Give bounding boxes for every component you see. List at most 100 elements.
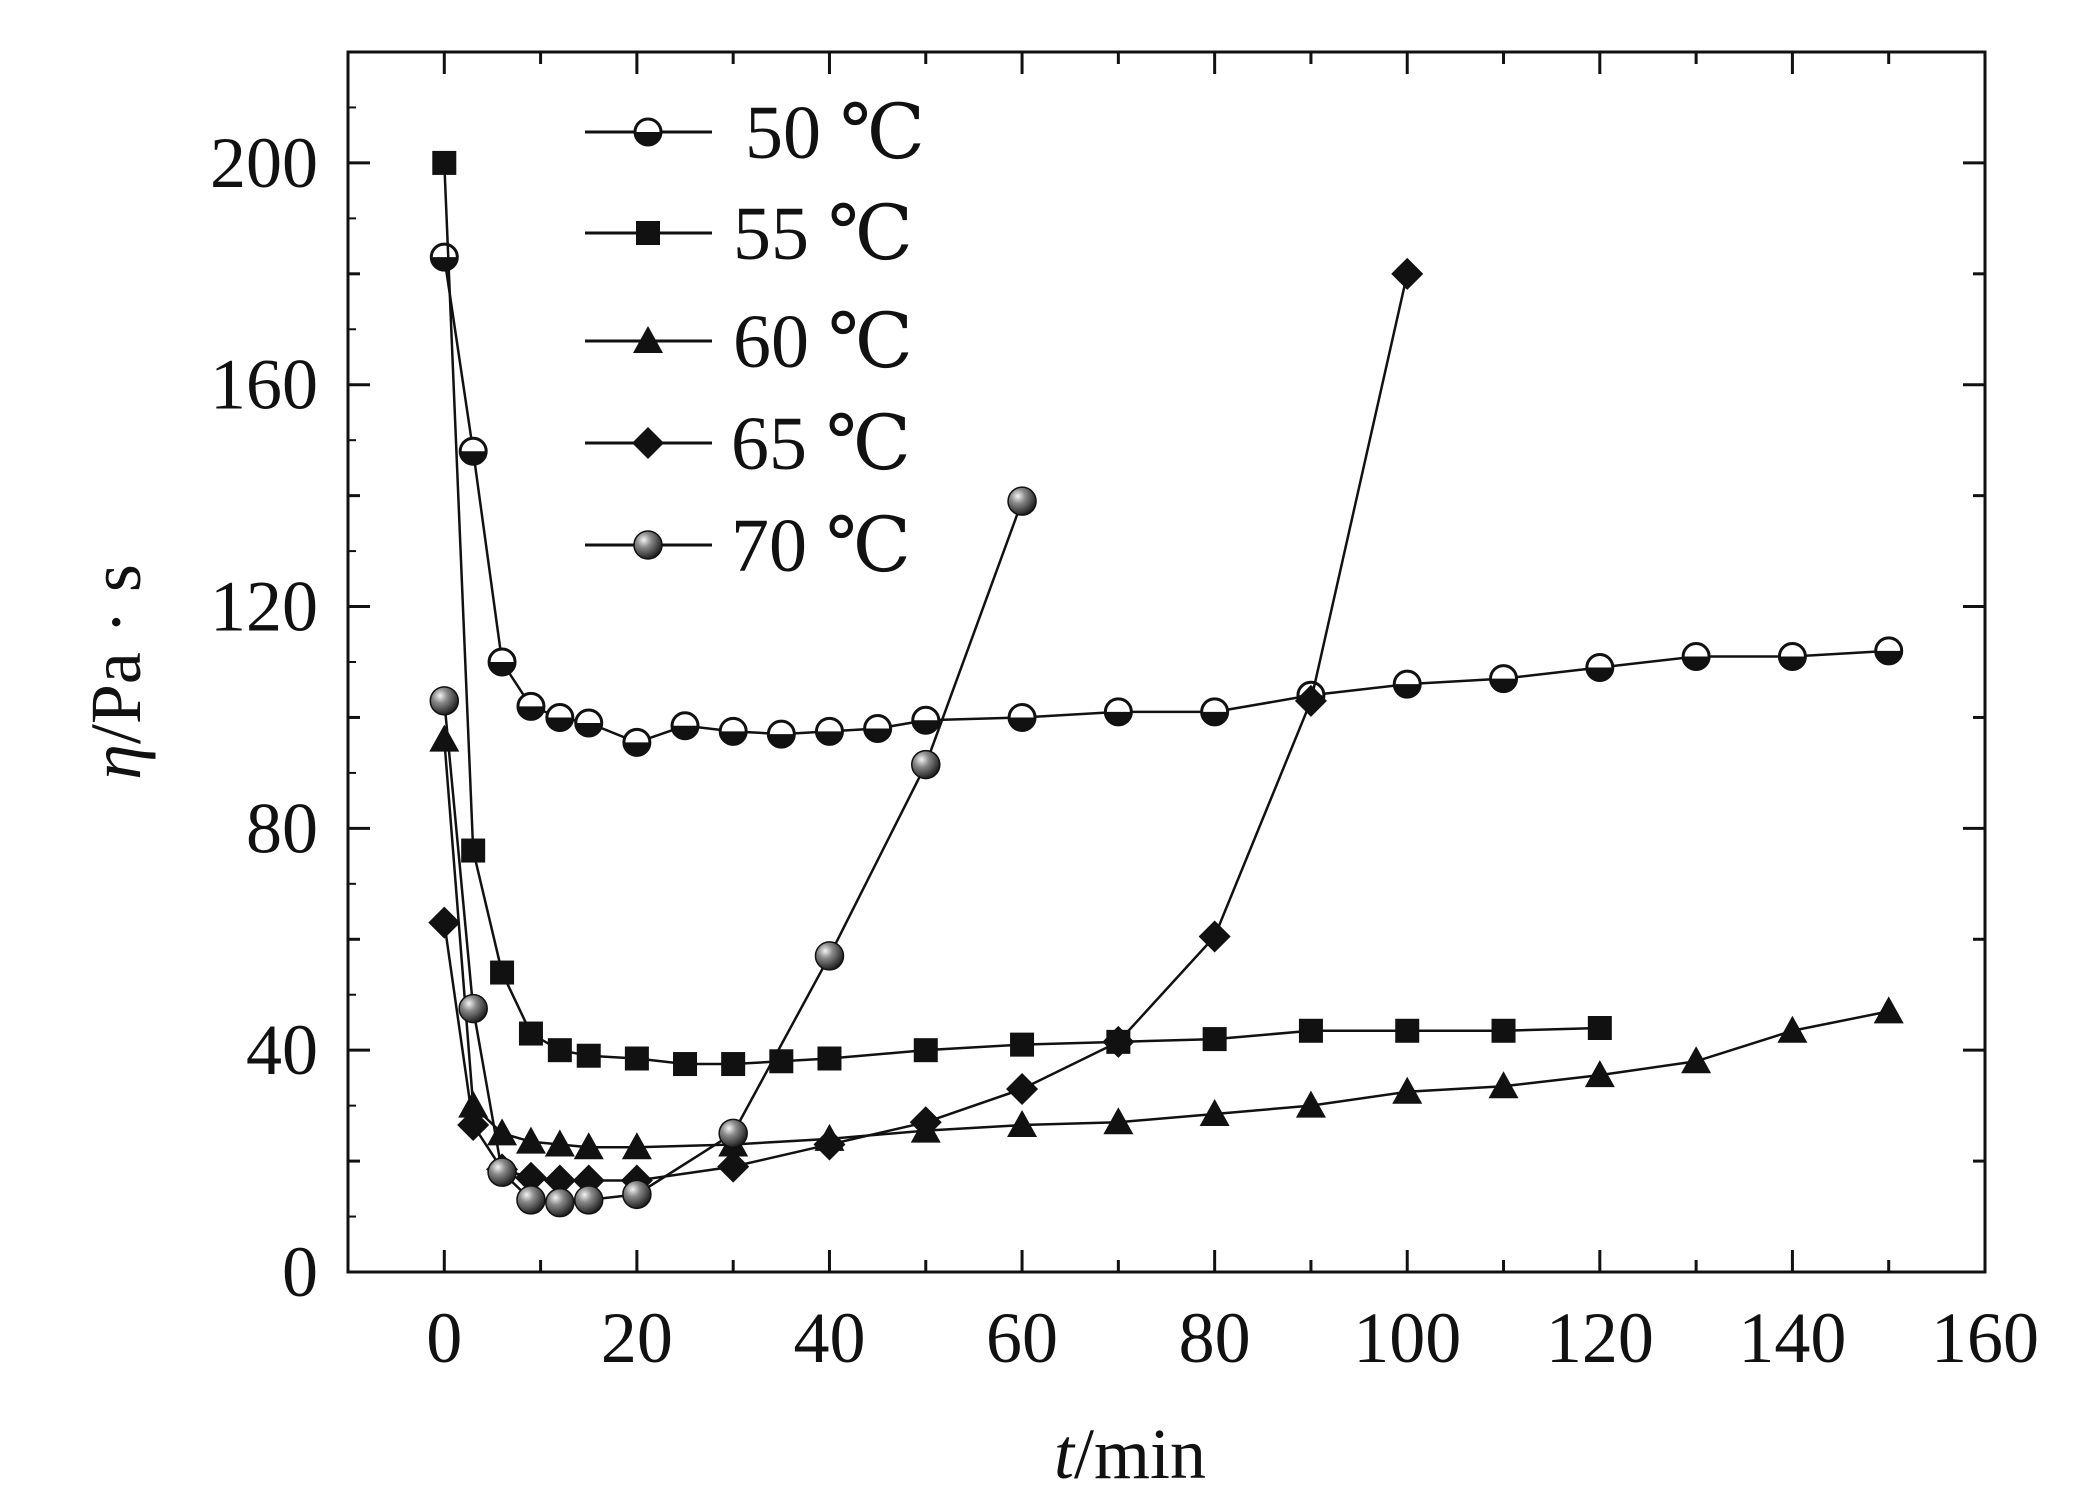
data-point — [515, 1126, 546, 1154]
legend-item: 65 ℃ — [585, 402, 911, 486]
legend-label: 50 ℃ — [745, 91, 925, 175]
data-point — [1584, 1060, 1615, 1088]
legend-marker — [636, 221, 660, 245]
x-tick-label: 140 — [1738, 1298, 1846, 1378]
data-point — [457, 1109, 490, 1142]
data-point — [516, 691, 546, 721]
data-point — [1392, 1076, 1423, 1104]
legend-marker — [633, 326, 663, 353]
x-axis-title: t/min — [1054, 1414, 1206, 1494]
series-line — [443, 739, 1889, 1149]
legend-marker — [633, 530, 663, 560]
data-point — [622, 1179, 652, 1210]
legend-label: 70 ℃ — [731, 504, 911, 588]
plot-frame — [346, 50, 1987, 1274]
x-tick-label: 40 — [793, 1298, 865, 1378]
data-point — [1488, 1071, 1519, 1099]
data-point — [1199, 1098, 1230, 1126]
legend-item: 55 ℃ — [585, 192, 913, 276]
data-point — [1198, 920, 1231, 953]
data-point — [817, 1046, 842, 1071]
data-point — [909, 1106, 942, 1139]
data-point — [673, 1052, 698, 1077]
data-point — [487, 1157, 517, 1187]
data-point — [574, 708, 604, 738]
data-point — [1491, 1018, 1516, 1043]
data-point — [911, 705, 941, 735]
x-tick-label: 160 — [1931, 1298, 2039, 1378]
data-point — [717, 1150, 750, 1183]
x-tick-label: 60 — [986, 1298, 1058, 1378]
series-line — [443, 162, 1600, 1066]
series-2 — [432, 150, 1612, 1077]
data-point — [1102, 1025, 1135, 1058]
data-point — [1681, 1046, 1712, 1074]
data-point — [814, 716, 844, 746]
data-point — [1873, 996, 1904, 1024]
data-point — [814, 941, 845, 971]
axis-tick-labels: 0 20 40 60 80 100 120 140 160 0 40 80 120 160 200 — [210, 123, 2039, 1378]
series-1 — [429, 242, 1904, 757]
data-point — [624, 1046, 649, 1071]
data-point — [573, 1185, 604, 1215]
data-point — [1007, 1110, 1038, 1138]
data-point — [429, 686, 460, 716]
y-tick-label: 80 — [246, 788, 318, 868]
data-point — [487, 647, 517, 677]
legend-item: 70 ℃ — [585, 504, 911, 588]
data-point — [1587, 1016, 1612, 1040]
data-point — [573, 1132, 604, 1160]
series-3 — [429, 724, 1904, 1160]
data-point — [576, 1043, 601, 1068]
series-line — [443, 500, 1024, 1204]
y-tick-label: 40 — [246, 1010, 318, 1090]
data-point — [621, 1132, 652, 1160]
legend-marker — [633, 117, 663, 147]
data-point — [543, 1164, 576, 1197]
data-point — [721, 1052, 746, 1077]
data-point — [1103, 1107, 1134, 1135]
data-point — [458, 436, 488, 466]
x-tick-label: 120 — [1546, 1298, 1654, 1378]
x-tick-label: 0 — [426, 1298, 462, 1378]
legend-marker — [632, 427, 664, 459]
x-tick-label: 20 — [601, 1298, 673, 1378]
legend: 50 ℃ 55 ℃ 60 ℃ 65 ℃ 70 ℃ — [585, 91, 925, 588]
data-point — [1010, 1032, 1035, 1057]
data-point — [1681, 641, 1711, 671]
y-tick-label: 0 — [282, 1232, 318, 1312]
data-point — [1391, 257, 1424, 290]
data-point — [1006, 1073, 1039, 1105]
data-point — [490, 960, 515, 985]
x-tick-label: 100 — [1353, 1298, 1461, 1378]
data-point — [518, 1021, 543, 1046]
data-point — [428, 906, 461, 939]
data-point — [1295, 1090, 1326, 1118]
data-point — [1874, 636, 1904, 666]
series-line — [443, 256, 1889, 744]
series-5 — [429, 486, 1037, 1218]
y-axis-title: η/Pa · s — [76, 564, 156, 780]
data-point — [863, 714, 893, 744]
data-point — [432, 150, 457, 175]
data-point — [516, 1185, 546, 1215]
data-point — [1585, 653, 1615, 683]
y-tick-label: 160 — [210, 345, 318, 425]
legend-label: 55 ℃ — [733, 192, 913, 276]
data-point — [766, 719, 796, 749]
axis-ticks — [348, 50, 1987, 1274]
data-point — [813, 1128, 846, 1161]
data-point — [1777, 1015, 1808, 1043]
legend-label: 60 ℃ — [733, 300, 913, 384]
legend-label: 65 ℃ — [731, 402, 911, 486]
series-layer — [428, 150, 1904, 1218]
data-point — [718, 1118, 748, 1149]
data-point — [1298, 1018, 1323, 1043]
data-point — [545, 702, 575, 732]
data-point — [913, 1038, 938, 1063]
data-point — [1200, 697, 1230, 727]
data-point — [1489, 664, 1519, 694]
data-point — [1103, 697, 1133, 727]
y-tick-label: 120 — [210, 567, 318, 647]
